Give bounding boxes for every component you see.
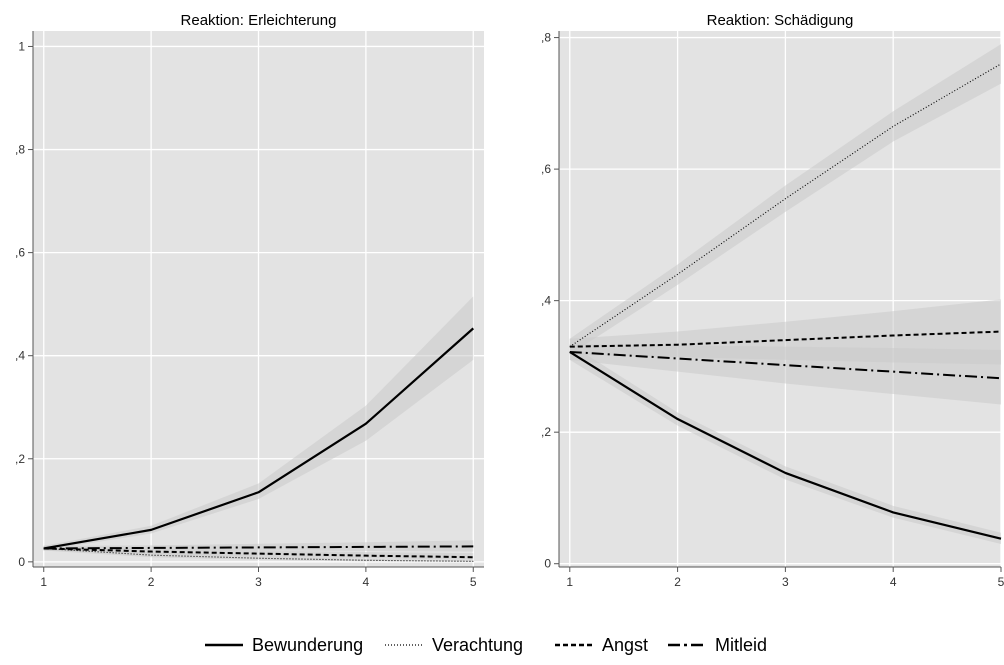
panel-title: Reaktion: Schädigung (707, 12, 854, 29)
confidence-band (43, 540, 474, 552)
panel-title: Reaktion: Erleichterung (181, 12, 337, 29)
y-tick-label: ,6 (541, 162, 551, 176)
series-line (43, 327, 474, 550)
x-tick-label: 2 (674, 575, 681, 589)
x-tick-label: 2 (148, 575, 155, 589)
panel-1: Reaktion: Erleichterung 0 ,2 ,4 ,6 ,8 1 1 2 3 4 5 (15, 12, 484, 589)
legend-label-angst: Angst (602, 635, 648, 655)
x-tick-label: 1 (40, 575, 47, 589)
legend-label-mitleid: Mitleid (715, 635, 767, 655)
y-tick-label: ,4 (15, 349, 25, 363)
series-line (569, 351, 1002, 540)
x-tick-label: 3 (255, 575, 262, 589)
x-tick-label: 4 (363, 575, 370, 589)
legend-label-bewunderung: Bewunderung (252, 635, 363, 655)
y-tick-label: 0 (18, 555, 25, 569)
series-line (569, 63, 1002, 348)
x-tick-label: 3 (782, 575, 789, 589)
confidence-band (569, 344, 1001, 405)
legend: Bewunderung Verachtung Angst Mitleid (205, 635, 767, 655)
y-tick-label: ,2 (541, 425, 551, 439)
panel-2: Reaktion: Schädigung 0 ,2 ,4 ,6 ,8 1 2 3 4 5 (541, 12, 1004, 589)
series-line (569, 350, 1002, 380)
series-line (43, 545, 474, 550)
legend-label-verachtung: Verachtung (432, 635, 523, 655)
x-tick-label: 1 (566, 575, 573, 589)
confidence-band (569, 344, 1001, 544)
y-tick-label: 0 (544, 557, 551, 571)
y-tick-label: ,4 (541, 294, 551, 308)
y-tick-label: ,8 (15, 143, 25, 157)
x-tick-label: 4 (890, 575, 897, 589)
y-tick-label: ,6 (15, 246, 25, 260)
y-tick-label: 1 (18, 39, 25, 53)
x-tick-label: 5 (470, 575, 477, 589)
confidence-band (43, 296, 474, 551)
y-tick-label: ,2 (15, 452, 25, 466)
x-tick-label: 5 (998, 575, 1004, 589)
confidence-band (43, 545, 474, 562)
y-tick-label: ,8 (541, 31, 551, 45)
